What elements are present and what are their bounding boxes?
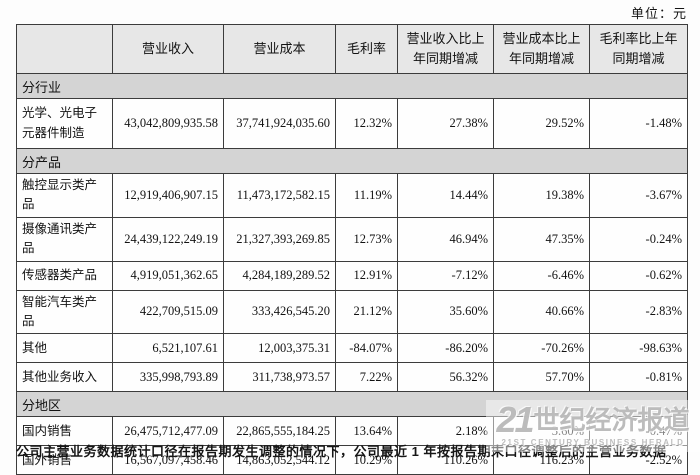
value-cell: -0.47%	[589, 416, 688, 447]
corner-header-cell	[16, 24, 113, 74]
value-cell: 21,327,393,269.85	[223, 216, 336, 262]
table-row: 其他 6,521,107.61 12,003,375.31 -84.07% -86.20…	[16, 333, 688, 364]
value-cell: 12.91%	[335, 260, 398, 291]
row-label: 国内销售	[16, 416, 113, 447]
section-header-row: 分产品	[16, 148, 688, 174]
value-cell: 43,042,809,935.58	[112, 98, 224, 149]
value-cell: -0.62%	[589, 260, 688, 291]
unit-label: 单位：元	[630, 6, 687, 21]
value-cell: -98.63%	[589, 333, 688, 364]
value-cell: 11,473,172,582.15	[223, 173, 336, 218]
section-header-row: 分行业	[16, 73, 688, 99]
value-cell: 24,439,122,249.19	[112, 216, 224, 262]
value-cell: 14.44%	[397, 173, 494, 218]
table-row: 摄像通讯类产品 24,439,122,249.19 21,327,393,269.8…	[16, 216, 688, 262]
column-header: 营业收入比上年同期增减	[397, 24, 494, 74]
section-label: 分行业	[16, 73, 688, 99]
column-header: 毛利率	[335, 24, 398, 74]
value-cell: 311,738,973.57	[223, 362, 336, 393]
value-cell: 3.60%	[493, 416, 590, 447]
footnote-text: 公司主营业务数据统计口径在报告期发生调整的情况下，公司最近 1 年按报告期末口径…	[16, 444, 667, 459]
value-cell: 12.73%	[335, 216, 398, 262]
table-header: 营业收入 营业成本 毛利率 营业收入比上年同期增减 营业成本比上年同期增减 毛利率比上年同…	[16, 24, 688, 74]
section-label: 分地区	[16, 391, 688, 418]
value-cell: 11.19%	[335, 173, 398, 218]
section-header-row: 分地区	[16, 391, 688, 418]
value-cell: 27.38%	[397, 98, 494, 149]
row-label: 其他	[16, 333, 113, 364]
value-cell: 37,741,924,035.60	[223, 98, 336, 149]
value-cell: 4,284,189,289.52	[223, 260, 336, 291]
row-label: 摄像通讯类产品	[16, 216, 113, 262]
value-cell: 12,919,406,907.15	[112, 173, 224, 218]
value-cell: -3.67%	[589, 173, 688, 218]
value-cell: 29.52%	[493, 98, 590, 149]
table-row: 国内销售 26,475,712,477.09 22,865,555,184.25 13…	[16, 416, 688, 447]
value-cell: -70.26%	[493, 333, 590, 364]
value-cell: 6,521,107.61	[112, 333, 224, 364]
value-cell: -2.83%	[589, 289, 688, 335]
table-row: 其他业务收入 335,998,793.89 311,738,973.57 7.22% 5…	[16, 362, 688, 393]
value-cell: 56.32%	[397, 362, 494, 393]
column-header: 毛利率比上年同期增减	[589, 24, 688, 74]
table-row: 光学、光电子元器件制造 43,042,809,935.58 37,741,924,0…	[16, 98, 688, 149]
value-cell: -0.81%	[589, 362, 688, 393]
value-cell: 19.38%	[493, 173, 590, 218]
column-header: 营业成本	[223, 24, 336, 74]
value-cell: 2.18%	[397, 416, 494, 447]
business-segment-table: 营业收入 营业成本 毛利率 营业收入比上年同期增减 营业成本比上年同期增减 毛利率比上年同…	[16, 24, 688, 475]
value-cell: -1.48%	[589, 98, 688, 149]
value-cell: -6.46%	[493, 260, 590, 291]
section-label: 分产品	[16, 148, 688, 174]
value-cell: 333,426,545.20	[223, 289, 336, 335]
table-row: 触控显示类产品 12,919,406,907.15 11,473,172,582.1…	[16, 173, 688, 218]
table-row: 智能汽车类产品 422,709,515.09 333,426,545.20 21.12…	[16, 289, 688, 335]
value-cell: 12,003,375.31	[223, 333, 336, 364]
value-cell: 7.22%	[335, 362, 398, 393]
row-label: 其他业务收入	[16, 362, 113, 393]
value-cell: 47.35%	[493, 216, 590, 262]
value-cell: 40.66%	[493, 289, 590, 335]
value-cell: -7.12%	[397, 260, 494, 291]
row-label: 光学、光电子元器件制造	[16, 98, 113, 149]
row-label: 智能汽车类产品	[16, 289, 113, 335]
table-row: 传感器类产品 4,919,051,362.65 4,284,189,289.52 12…	[16, 260, 688, 291]
value-cell: 57.70%	[493, 362, 590, 393]
value-cell: 4,919,051,362.65	[112, 260, 224, 291]
value-cell: 46.94%	[397, 216, 494, 262]
value-cell: 12.32%	[335, 98, 398, 149]
value-cell: 422,709,515.09	[112, 289, 224, 335]
value-cell: 21.12%	[335, 289, 398, 335]
value-cell: -86.20%	[397, 333, 494, 364]
value-cell: -84.07%	[335, 333, 398, 364]
row-label: 触控显示类产品	[16, 173, 113, 218]
value-cell: 35.60%	[397, 289, 494, 335]
value-cell: -0.24%	[589, 216, 688, 262]
row-label: 传感器类产品	[16, 260, 113, 291]
column-header: 营业成本比上年同期增减	[493, 24, 590, 74]
column-header: 营业收入	[112, 24, 224, 74]
value-cell: 335,998,793.89	[112, 362, 224, 393]
